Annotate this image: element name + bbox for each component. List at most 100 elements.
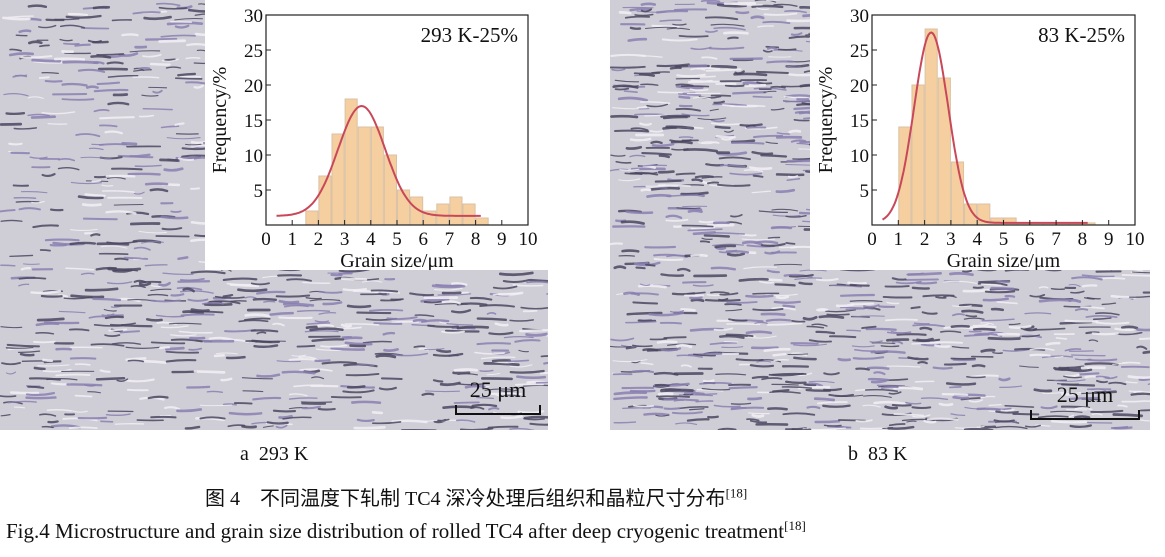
grain-texture xyxy=(480,356,516,360)
grain-texture xyxy=(694,175,714,179)
grain-texture xyxy=(1012,412,1040,416)
grain-texture xyxy=(96,53,125,56)
grain-texture xyxy=(912,323,946,328)
grain-texture xyxy=(283,304,309,308)
grain-texture xyxy=(855,367,870,371)
grain-texture xyxy=(1064,348,1082,352)
grain-texture xyxy=(104,315,124,320)
grain-texture xyxy=(129,222,161,226)
grain-texture xyxy=(500,415,523,420)
grain-texture xyxy=(721,136,734,141)
grain-texture xyxy=(1063,375,1083,379)
x-tick-label: 1 xyxy=(894,229,904,250)
grain-texture xyxy=(723,340,739,343)
grain-texture xyxy=(865,327,897,331)
grain-texture xyxy=(744,83,767,88)
histogram-bar xyxy=(937,77,951,226)
caption-cn: 图 4 不同温度下轧制 TC4 深冷处理后组织和晶粒尺寸分布[18] xyxy=(205,482,747,511)
grain-texture xyxy=(618,11,632,15)
grain-texture xyxy=(712,103,747,107)
grain-texture xyxy=(669,139,692,143)
grain-texture xyxy=(160,215,189,220)
grain-texture xyxy=(1088,339,1099,342)
grain-texture xyxy=(656,63,690,68)
grain-texture xyxy=(420,298,450,303)
grain-texture xyxy=(995,279,1010,283)
grain-texture xyxy=(1074,415,1091,419)
grain-texture xyxy=(145,37,178,41)
grain-texture xyxy=(74,363,91,366)
y-axis-label: Frequency/% xyxy=(209,67,231,174)
grain-texture xyxy=(63,296,93,300)
grain-texture xyxy=(252,396,282,401)
grain-texture xyxy=(1080,306,1105,310)
y-tick-label: 30 xyxy=(244,6,263,27)
grain-texture xyxy=(707,415,719,419)
grain-texture xyxy=(767,407,788,411)
grain-texture xyxy=(15,74,28,77)
x-tick-label: 7 xyxy=(1051,229,1061,250)
grain-texture xyxy=(633,404,655,408)
grain-texture xyxy=(41,425,54,429)
grain-texture xyxy=(657,170,675,174)
grain-texture xyxy=(677,92,702,97)
grain-texture xyxy=(995,410,1019,414)
grain-texture xyxy=(281,370,316,375)
y-tick-label: 15 xyxy=(244,111,263,132)
grain-texture xyxy=(791,320,806,323)
grain-texture xyxy=(713,100,726,104)
grain-texture xyxy=(155,2,181,7)
grain-texture xyxy=(1032,327,1066,331)
grain-texture xyxy=(784,9,807,14)
grain-texture xyxy=(998,377,1011,382)
grain-texture xyxy=(262,275,279,279)
grain-texture xyxy=(1108,381,1127,386)
grain-texture xyxy=(159,158,179,162)
grain-texture xyxy=(966,375,986,379)
grain-texture xyxy=(85,85,99,89)
grain-texture xyxy=(93,109,110,113)
grain-texture xyxy=(186,385,211,389)
grain-texture xyxy=(705,29,718,33)
grain-texture xyxy=(839,293,875,297)
x-tick-label: 1 xyxy=(287,229,297,250)
grain-texture xyxy=(806,325,825,329)
grain-texture xyxy=(70,181,102,185)
grain-texture xyxy=(781,84,811,88)
grain-texture xyxy=(963,427,994,430)
grain-texture xyxy=(772,352,787,357)
grain-texture xyxy=(678,406,709,410)
grain-texture xyxy=(934,344,951,348)
histogram-bar xyxy=(397,189,411,226)
grain-texture xyxy=(753,87,787,91)
grain-texture xyxy=(1000,408,1015,412)
grain-texture xyxy=(614,87,630,91)
grain-texture xyxy=(103,308,117,312)
grain-texture xyxy=(839,306,874,310)
grain-texture xyxy=(286,278,312,282)
grain-texture xyxy=(487,425,519,429)
grain-texture xyxy=(823,424,842,427)
grain-texture xyxy=(252,297,278,302)
grain-texture xyxy=(943,362,967,366)
grain-texture xyxy=(9,48,22,52)
grain-texture xyxy=(698,220,714,224)
grain-texture xyxy=(70,228,98,232)
grain-texture xyxy=(617,96,648,102)
grain-texture xyxy=(1138,377,1150,382)
grain-texture xyxy=(160,325,189,329)
grain-texture xyxy=(3,93,29,97)
grain-texture xyxy=(1068,396,1100,400)
grain-texture xyxy=(751,4,784,9)
grain-texture xyxy=(711,64,738,69)
grain-texture xyxy=(765,141,778,144)
grain-texture xyxy=(1130,392,1150,396)
grain-texture xyxy=(638,73,656,77)
grain-texture xyxy=(689,408,705,411)
grain-texture xyxy=(355,363,375,367)
grain-texture xyxy=(147,293,169,297)
grain-texture xyxy=(87,39,102,44)
grain-texture xyxy=(1050,288,1066,290)
grain-texture xyxy=(61,82,88,87)
grain-texture xyxy=(107,101,130,106)
